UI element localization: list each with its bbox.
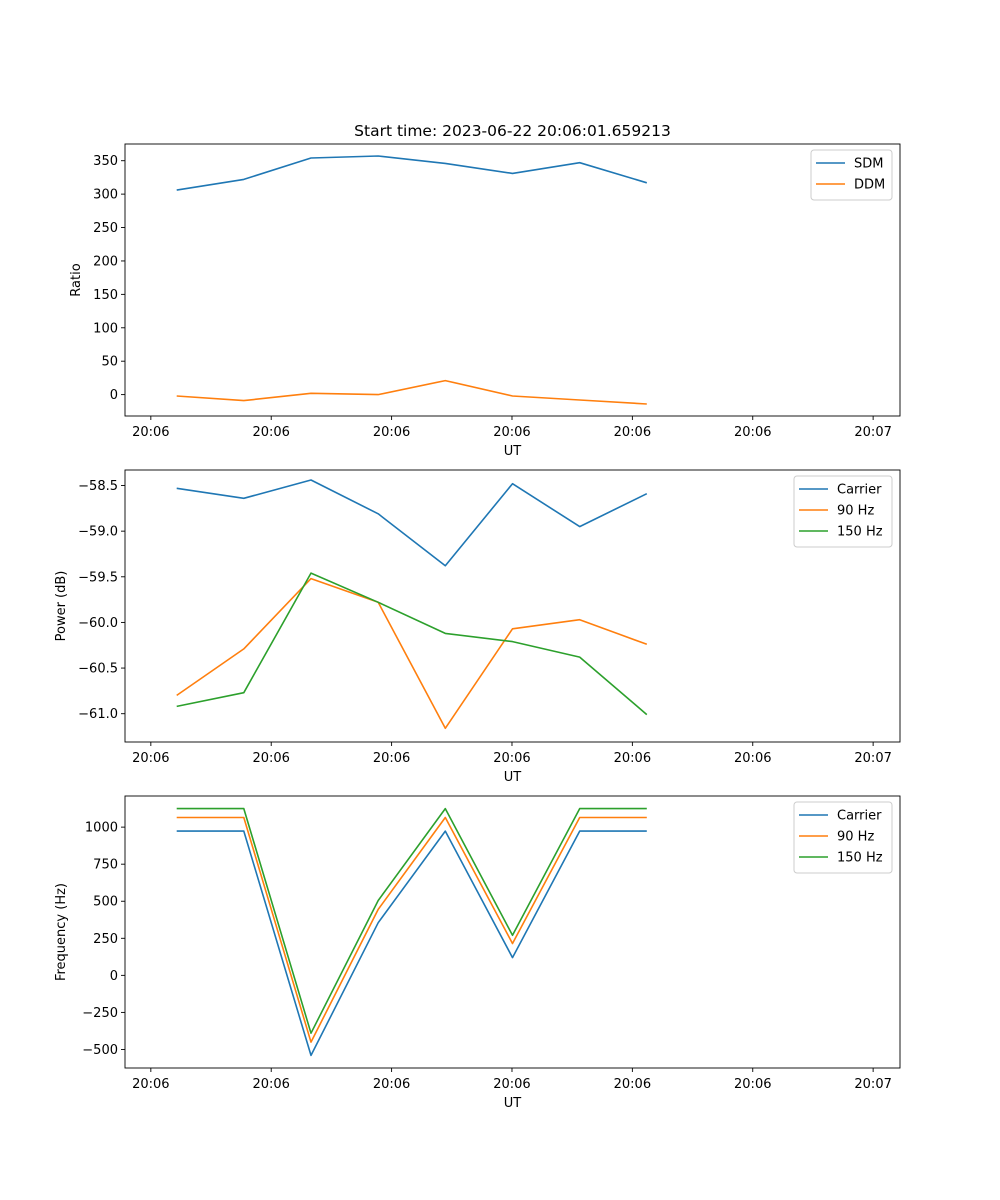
series-line-150-hz [176, 807, 647, 1034]
series-line-90-hz [176, 577, 648, 730]
x-tick-label: 20:06 [734, 1077, 771, 1092]
legend-box [793, 801, 893, 874]
x-tick-label: 20:06 [493, 751, 530, 766]
y-tick-label: −500 [82, 1043, 118, 1058]
x-axis-label: UT [504, 444, 522, 459]
y-tick-label: −61.0 [78, 707, 118, 722]
y-tick-label: −60.0 [78, 616, 118, 631]
legend-label-sdm: SDM [854, 157, 883, 172]
legend-label-150-hz: 150 Hz [837, 525, 883, 540]
legend: SDM DDM [810, 149, 893, 201]
power-panel: 20:06 20:06 20:06 20:06 20:06 20:06 20:07 −61.0… [54, 469, 901, 785]
y-tick-label: 350 [93, 154, 118, 169]
x-tick-label: 20:06 [252, 425, 289, 440]
legend-label-90-hz: 90 Hz [837, 830, 874, 845]
x-tick-label: 20:06 [734, 751, 771, 766]
series-line-ddm [176, 379, 647, 405]
legend-label-90-hz: 90 Hz [837, 504, 874, 519]
x-tick-label: 20:06 [373, 425, 410, 440]
series-line-150-hz [176, 572, 648, 716]
x-tick-label: 20:06 [252, 1077, 289, 1092]
x-tick-label: 20:06 [614, 425, 651, 440]
subplots: 20:06 20:06 20:06 20:06 20:06 20:06 20:07 0 50 10… [54, 143, 901, 1111]
chart-title: Start time: 2023-06-22 20:06:01.659213 [354, 122, 671, 140]
y-tick-label: 100 [93, 321, 118, 336]
series-line-sdm [176, 155, 648, 191]
y-tick-label: 300 [93, 188, 118, 203]
x-tick-label: 20:06 [132, 751, 169, 766]
x-tick-label: 20:07 [854, 425, 891, 440]
y-tick-label: 50 [101, 355, 118, 370]
y-tick-label: 200 [93, 254, 118, 269]
y-tick-label: 500 [93, 895, 118, 910]
y-tick-label: 1000 [85, 821, 118, 836]
x-tick-label: 20:06 [493, 425, 530, 440]
frequency-panel: 20:06 20:06 20:06 20:06 20:06 20:06 20:07 −500 −… [54, 795, 901, 1111]
axes-frame [124, 143, 901, 417]
axes-frame [124, 469, 901, 743]
y-tick-label: −59.5 [78, 570, 118, 585]
y-tick-label: 750 [93, 858, 118, 873]
x-tick-label: 20:06 [614, 1077, 651, 1092]
x-tick-label: 20:06 [493, 1077, 530, 1092]
axes-frame [124, 795, 901, 1069]
x-tick-label: 20:06 [614, 751, 651, 766]
y-tick-label: 150 [93, 288, 118, 303]
x-tick-label: 20:07 [854, 751, 891, 766]
legend-label-ddm: DDM [854, 178, 885, 193]
x-tick-label: 20:06 [373, 751, 410, 766]
series-line-carrier [176, 830, 647, 1057]
x-tick-label: 20:06 [132, 425, 169, 440]
y-tick-label: −59.0 [78, 525, 118, 540]
x-tick-label: 20:06 [132, 1077, 169, 1092]
y-axis-label: Ratio [69, 263, 84, 296]
y-tick-label: 0 [110, 969, 118, 984]
legend: Carrier 90 Hz 150 Hz [793, 475, 893, 548]
series-line-carrier [176, 479, 648, 567]
y-axis-label: Frequency (Hz) [54, 883, 69, 981]
y-tick-label: 250 [93, 932, 118, 947]
x-tick-label: 20:06 [373, 1077, 410, 1092]
x-tick-label: 20:07 [854, 1077, 891, 1092]
legend: Carrier 90 Hz 150 Hz [793, 801, 893, 874]
y-axis-label: Power (dB) [54, 571, 69, 642]
y-tick-label: −250 [82, 1006, 118, 1021]
legend-label-carrier: Carrier [837, 483, 882, 498]
x-axis-label: UT [504, 770, 522, 785]
x-axis-label: UT [504, 1096, 522, 1111]
y-tick-label: 250 [93, 221, 118, 236]
x-tick-label: 20:06 [734, 425, 771, 440]
series-line-90-hz [176, 816, 647, 1043]
legend-label-150-hz: 150 Hz [837, 851, 883, 866]
y-tick-label: 0 [110, 388, 118, 403]
legend-label-carrier: Carrier [837, 809, 882, 824]
ratio-panel: 20:06 20:06 20:06 20:06 20:06 20:06 20:07 0 50 10… [69, 143, 901, 459]
legend-box [793, 475, 893, 548]
y-tick-label: −60.5 [78, 662, 118, 677]
y-tick-label: −58.5 [78, 479, 118, 494]
x-tick-label: 20:06 [252, 751, 289, 766]
